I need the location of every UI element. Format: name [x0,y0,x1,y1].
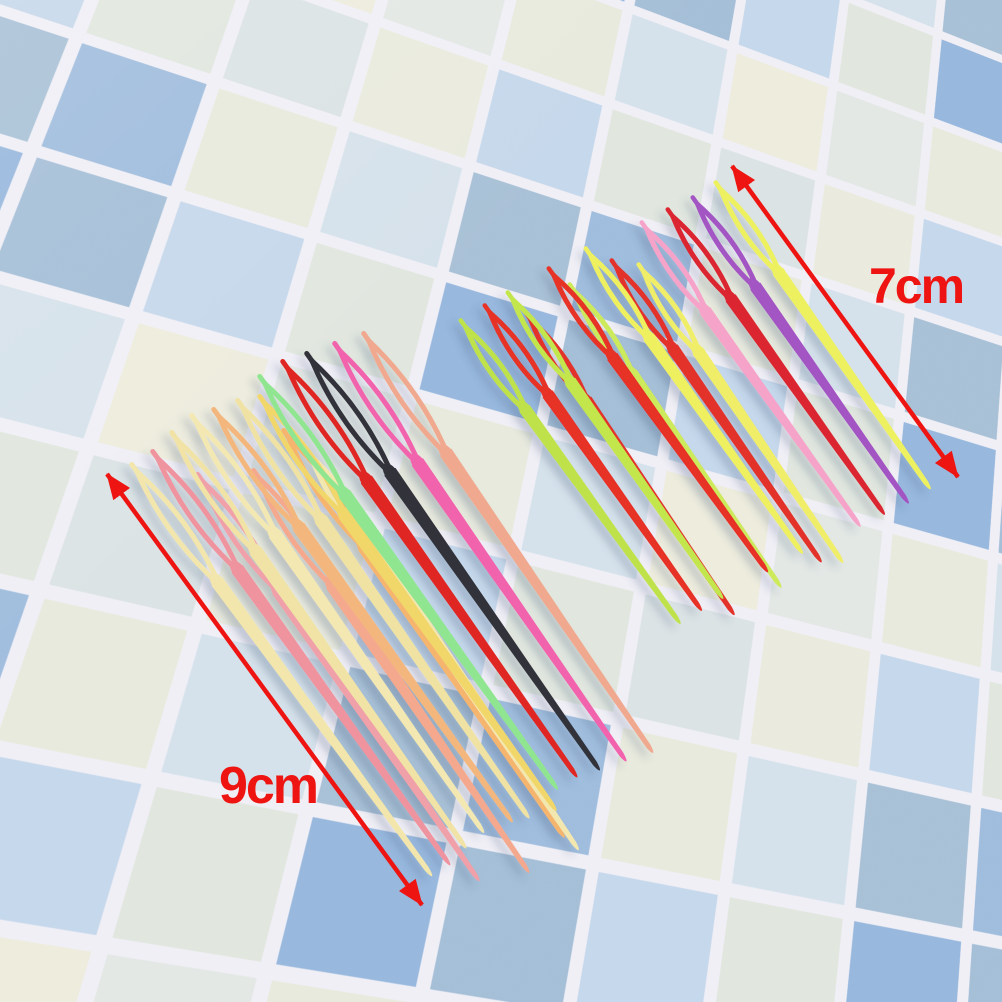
needle-eye-left-arm [337,348,423,469]
plastic-yarn-needle [583,246,804,554]
plastic-yarn-needle [482,303,703,611]
plastic-yarn-needle [361,330,654,754]
needle-shaft [542,390,703,611]
measurement-arrow-9cm [105,472,424,907]
needle-eye-right-arm [309,358,395,478]
needle-shaft [607,352,769,573]
plastic-yarn-needle [332,340,627,762]
needle-shaft [384,467,601,771]
measurement-label-9cm: 9cm [218,757,319,815]
plastic-yarn-needle [546,266,769,573]
needle-eye-left-arm [366,338,451,459]
needle-shaft [440,448,654,754]
needle-eye-right-arm [366,338,451,459]
plastic-yarn-needle [690,195,910,504]
needle-shaft [519,404,681,624]
needle-shaft [211,577,433,877]
measurement-arrow-7cm [730,164,960,479]
needle-eye-right-arm [337,348,423,469]
needle-eye-right-arm [285,366,372,486]
needle-shaft [643,333,804,554]
needle-eye-left-arm [285,366,372,486]
needle-eye-left-arm [309,358,395,478]
needle-shaft [750,282,910,504]
measurement-label-7cm: 7cm [868,258,965,314]
needle-shaft [565,377,724,600]
needle-shaft [411,458,627,762]
plastic-yarn-needle [304,350,601,771]
plastic-yarn-needle [458,318,681,624]
needle-group-7cm [458,180,931,624]
plastic-yarn-needle [505,290,724,600]
